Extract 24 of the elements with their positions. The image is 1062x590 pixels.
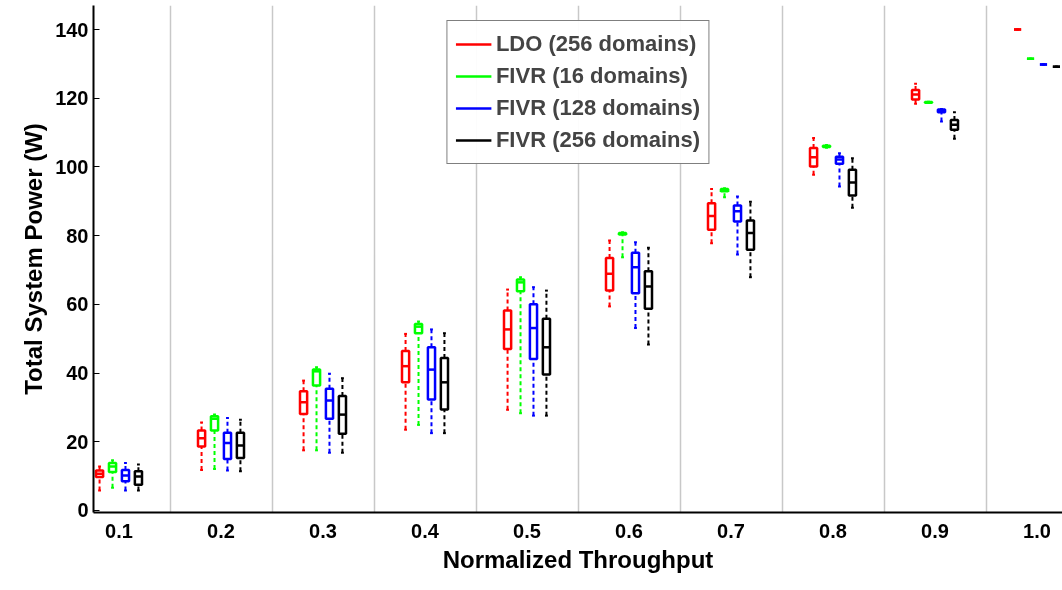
x-tick-label: 0.6 <box>615 519 643 542</box>
x-tick-label: 0.7 <box>717 519 745 542</box>
y-tick-label: 40 <box>66 362 89 385</box>
legend-label: LDO (256 domains) <box>495 30 697 58</box>
x-tick-label: 0.4 <box>411 519 440 542</box>
x-axis-title: Normalized Throughput <box>442 545 714 573</box>
legend-label: FIVR (128 domains) <box>495 94 701 122</box>
legend-label: FIVR (16 domains) <box>495 62 688 90</box>
y-tick-label: 20 <box>66 430 89 453</box>
x-tick-label: 0.5 <box>513 519 541 542</box>
x-tick-label: 1.0 <box>1023 519 1051 542</box>
x-tick-label: 0.9 <box>921 519 949 542</box>
y-tick-label: 60 <box>66 293 89 316</box>
y-tick-label: 120 <box>55 87 89 110</box>
legend-label: FIVR (256 domains) <box>495 126 701 154</box>
x-tick-label: 0.1 <box>105 519 133 542</box>
y-tick-label: 100 <box>55 155 89 178</box>
x-tick-label: 0.8 <box>819 519 847 542</box>
x-tick-label: 0.2 <box>207 519 235 542</box>
y-tick-label: 140 <box>55 18 89 41</box>
y-tick-label: 0 <box>77 499 89 522</box>
y-axis-title: Total System Power (W) <box>20 123 48 395</box>
y-tick-label: 80 <box>66 224 89 247</box>
x-tick-label: 0.3 <box>309 519 337 542</box>
